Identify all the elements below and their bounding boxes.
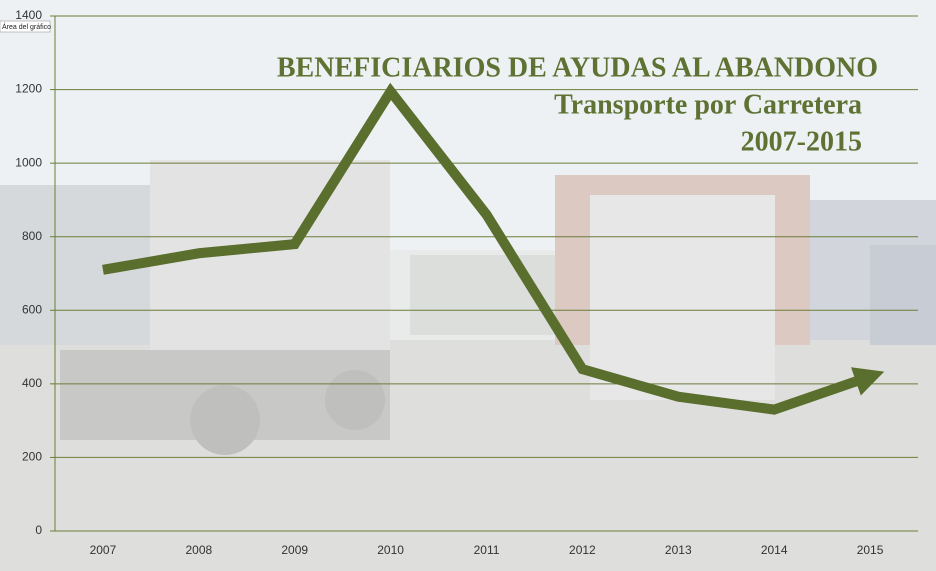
y-tick-label: 400	[22, 376, 42, 390]
chart-title: BENEFICIARIOS DE AYUDAS AL ABANDONO	[277, 52, 878, 83]
y-tick-label: 0	[35, 523, 42, 537]
y-tick-label: 1200	[15, 82, 42, 96]
x-tick-label: 2013	[665, 543, 692, 557]
tooltip-box	[0, 20, 51, 33]
x-tick-label: 2015	[857, 543, 884, 557]
x-tick-label: 2007	[90, 543, 117, 557]
plot-area: 0 200 400 600 800 1000 1200 1400 2007 2008 2009 201…	[15, 8, 918, 557]
chart-subtitle: 2007-2015	[741, 126, 862, 157]
y-tick-label: 1000	[15, 155, 42, 169]
x-tick-label: 2010	[377, 543, 404, 557]
y-tick-label: 1400	[15, 8, 42, 22]
x-tick-label: 2012	[569, 543, 596, 557]
x-tick-label: 2008	[185, 543, 212, 557]
x-tick-label: 2009	[281, 543, 308, 557]
x-tick-label: 2011	[474, 543, 500, 557]
data-line	[102, 82, 885, 415]
y-tick-label: 800	[22, 229, 42, 243]
tooltip: Área del gráfico	[2, 22, 51, 31]
chart-subtitle: Transporte por Carretera	[554, 89, 862, 120]
x-tick-label: 2014	[761, 543, 788, 557]
y-tick-label: 600	[22, 302, 42, 316]
y-tick-label: 200	[22, 450, 42, 464]
